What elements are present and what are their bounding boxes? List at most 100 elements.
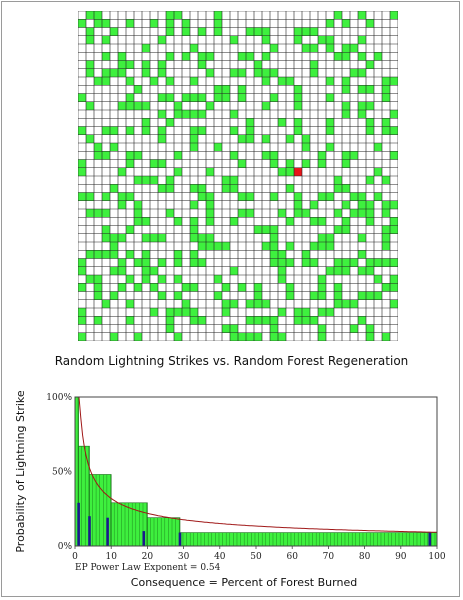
tree-cell bbox=[262, 52, 270, 61]
tree-cell bbox=[302, 44, 310, 53]
tree-cell bbox=[366, 209, 374, 218]
tree-cell bbox=[230, 299, 238, 308]
tree-cell bbox=[270, 192, 278, 201]
tree-cell bbox=[294, 126, 302, 135]
tree-cell bbox=[158, 68, 166, 77]
tree-cell bbox=[366, 258, 374, 267]
tree-cell bbox=[110, 126, 118, 135]
tree-cell bbox=[366, 291, 374, 300]
tree-cell bbox=[238, 159, 246, 168]
tree-cell bbox=[302, 143, 310, 152]
tree-cell bbox=[342, 266, 350, 275]
tree-cell bbox=[326, 77, 334, 86]
tree-cell bbox=[270, 68, 278, 77]
tree-cell bbox=[334, 225, 342, 234]
tree-cell bbox=[158, 258, 166, 267]
tree-cell bbox=[278, 167, 286, 176]
tree-cell bbox=[110, 332, 118, 341]
tree-cell bbox=[342, 200, 350, 209]
step-bar bbox=[179, 532, 438, 547]
tree-cell bbox=[382, 283, 390, 292]
tree-cell bbox=[150, 19, 158, 28]
tree-cell bbox=[190, 258, 198, 267]
tree-cell bbox=[286, 217, 294, 226]
tree-cell bbox=[366, 19, 374, 28]
tree-cell bbox=[390, 200, 398, 209]
tree-cell bbox=[382, 332, 390, 341]
tree-cell bbox=[294, 192, 302, 201]
tree-cell bbox=[390, 299, 398, 308]
tree-cell bbox=[326, 19, 334, 28]
tree-cell bbox=[134, 151, 142, 160]
tree-cell bbox=[174, 308, 182, 317]
tree-cell bbox=[390, 225, 398, 234]
tree-cell bbox=[182, 19, 190, 28]
x-tick-label: 90 bbox=[395, 552, 407, 562]
tree-cell bbox=[190, 308, 198, 317]
tree-cell bbox=[270, 324, 278, 333]
tree-cell bbox=[94, 143, 102, 152]
tree-cell bbox=[190, 200, 198, 209]
tree-cell bbox=[78, 93, 86, 102]
tree-cell bbox=[374, 167, 382, 176]
tree-cell bbox=[334, 184, 342, 193]
tree-cell bbox=[382, 126, 390, 135]
tree-cell bbox=[198, 258, 206, 267]
tree-cell bbox=[78, 19, 86, 28]
tree-cell bbox=[142, 266, 150, 275]
tree-cell bbox=[294, 101, 302, 110]
tree-cell bbox=[254, 68, 262, 77]
tree-cell bbox=[302, 159, 310, 168]
tree-cell bbox=[270, 93, 278, 102]
tree-cell bbox=[190, 316, 198, 325]
tree-cell bbox=[238, 52, 246, 61]
tree-cell bbox=[342, 101, 350, 110]
tree-cell bbox=[310, 258, 318, 267]
tree-cell bbox=[358, 101, 366, 110]
tree-cell bbox=[118, 283, 126, 292]
tree-cell bbox=[342, 110, 350, 119]
tree-cell bbox=[350, 151, 358, 160]
tree-cell bbox=[366, 126, 374, 135]
y-tick-label: 50% bbox=[52, 468, 72, 478]
tree-cell bbox=[246, 192, 254, 201]
tree-cell bbox=[238, 192, 246, 201]
annotation: EP Power Law Exponent = 0.54 bbox=[75, 563, 221, 573]
tree-cell bbox=[366, 266, 374, 275]
x-tick-label: 30 bbox=[178, 552, 190, 562]
tree-cell bbox=[254, 27, 262, 36]
tree-cell bbox=[142, 275, 150, 284]
tree-cell bbox=[102, 250, 110, 259]
tree-cell bbox=[342, 52, 350, 61]
tree-cell bbox=[198, 316, 206, 325]
x-tick-label: 80 bbox=[359, 552, 371, 562]
tree-cell bbox=[366, 217, 374, 226]
tree-cell bbox=[358, 85, 366, 94]
tree-cell bbox=[326, 35, 334, 44]
tree-cell bbox=[246, 316, 254, 325]
tree-cell bbox=[214, 143, 222, 152]
tree-cell bbox=[94, 283, 102, 292]
tree-cell bbox=[254, 332, 262, 341]
tree-cell bbox=[374, 143, 382, 152]
tree-cell bbox=[230, 176, 238, 185]
tree-cell bbox=[158, 134, 166, 143]
step-bar bbox=[147, 517, 181, 547]
tree-cell bbox=[118, 266, 126, 275]
tree-cell bbox=[190, 250, 198, 259]
tree-cell bbox=[278, 250, 286, 259]
tree-cell bbox=[86, 192, 94, 201]
tree-cell bbox=[206, 101, 214, 110]
tree-cell bbox=[166, 184, 174, 193]
tree-cell bbox=[238, 134, 246, 143]
tree-cell bbox=[286, 134, 294, 143]
tree-cell bbox=[254, 60, 262, 69]
tree-cell bbox=[86, 68, 94, 77]
tree-cell bbox=[102, 77, 110, 86]
tree-cell bbox=[190, 110, 198, 119]
tree-cell bbox=[198, 52, 206, 61]
tree-cell bbox=[102, 19, 110, 28]
tree-cell bbox=[214, 275, 222, 284]
tree-cell bbox=[238, 93, 246, 102]
tree-cell bbox=[350, 68, 358, 77]
